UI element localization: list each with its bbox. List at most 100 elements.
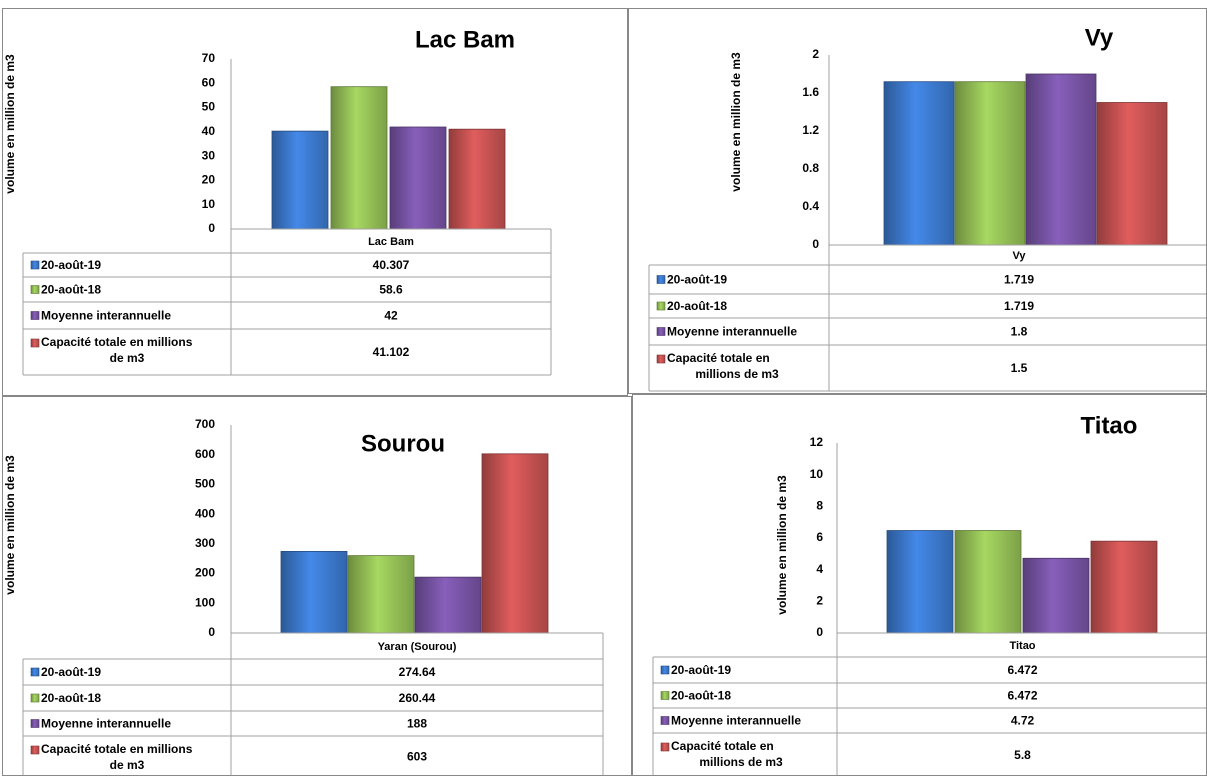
legend-purple-icon	[660, 716, 670, 725]
y-tick-label: 700	[195, 417, 215, 431]
y-tick-label: 40	[202, 124, 216, 138]
y-tick-label: 600	[195, 447, 215, 461]
y-axis-label: volume en million de m3	[3, 54, 17, 194]
bar	[1025, 73, 1097, 246]
legend-series-name: Capacité totale en millions de m3	[667, 351, 779, 381]
bar	[954, 530, 1022, 634]
legend-purple-icon	[656, 327, 666, 336]
data-label: 274.64	[399, 665, 436, 679]
data-label: 1.8	[1011, 325, 1028, 339]
data-label: 40.307	[373, 258, 410, 272]
legend-series-name: Moyenne interannuelle	[671, 714, 801, 728]
legend-series-name: Capacité totale en millions de m3	[41, 742, 193, 772]
chart-title: Titao	[1081, 412, 1138, 439]
chart-svg: Titao volume en million de m3 0 2 4 6 8 10 12 Tit…	[652, 412, 1206, 775]
y-axis-label: volume en million de m3	[729, 52, 743, 192]
legend-blue-icon	[660, 665, 670, 675]
legend-red-icon	[656, 354, 666, 364]
bar	[1022, 557, 1090, 634]
bar	[414, 576, 482, 634]
y-tick-label: 1.6	[802, 85, 819, 99]
data-label: 6.472	[1007, 663, 1037, 677]
bar	[954, 81, 1026, 246]
legend-series-name: 20-août-18	[41, 283, 101, 297]
y-tick-label: 10	[202, 197, 216, 211]
x-category-label: Yaran (Sourou)	[378, 641, 457, 653]
bar	[1096, 102, 1168, 246]
y-tick-label: 8	[816, 499, 823, 513]
chart-title: Lac Bam	[415, 26, 515, 53]
bar	[330, 86, 388, 230]
y-tick-label: 100	[195, 595, 215, 609]
legend-purple-icon	[30, 311, 40, 320]
legend-series-name: Capacité totale en millions de m3	[671, 739, 783, 769]
legend-green-icon	[30, 693, 40, 703]
legend-series-name: 20-août-19	[41, 258, 101, 272]
chart-title: Vy	[1085, 24, 1114, 51]
y-tick-label: 0	[816, 625, 823, 639]
y-tick-label: 12	[810, 435, 824, 449]
legend-red-icon	[660, 742, 670, 752]
data-label: 4.72	[1011, 714, 1035, 728]
y-axis-label: volume en million de m3	[3, 455, 17, 595]
data-label: 1.5	[1011, 361, 1028, 375]
legend-series-name: Moyenne interannuelle	[41, 309, 171, 323]
y-tick-label: 400	[195, 506, 215, 520]
y-tick-label: 0	[208, 221, 215, 235]
x-category-label: Vy	[1012, 250, 1026, 262]
chart-title: Sourou	[361, 430, 445, 457]
chart-panel-titao: Titao volume en million de m3 0 2 4 6 8 10 12 Tit…	[632, 394, 1207, 776]
legend-green-icon	[30, 285, 40, 294]
data-label: 41.102	[373, 345, 410, 359]
y-tick-label: 50	[202, 100, 216, 114]
y-tick-label: 0	[208, 625, 215, 639]
y-tick-label: 0.8	[802, 161, 819, 175]
data-label: 260.44	[399, 691, 436, 705]
y-tick-label: 60	[202, 75, 216, 89]
y-tick-label: 4	[816, 562, 823, 576]
data-label: 42	[384, 309, 398, 323]
chart-svg: Sourou volume en million de m3 0 100 200 300 4…	[3, 417, 604, 775]
y-tick-label: 200	[195, 566, 215, 580]
bar	[347, 555, 415, 634]
bar	[280, 550, 348, 634]
data-label: 5.8	[1014, 748, 1031, 762]
chart-panel-sourou: Sourou volume en million de m3 0 100 200 300 4…	[2, 396, 632, 776]
data-label: 58.6	[379, 283, 403, 297]
legend-series-name: 20-août-18	[667, 299, 727, 313]
data-label: 6.472	[1007, 689, 1037, 703]
bar	[481, 453, 549, 634]
bar	[883, 81, 955, 246]
bar	[448, 128, 506, 230]
y-tick-label: 6	[816, 530, 823, 544]
data-label: 1.719	[1004, 299, 1034, 313]
legend-green-icon	[660, 691, 670, 700]
chart-panel-vy: Vy volume en million de m3 0 0.4 0.8 1.2 1.6 2 V…	[628, 8, 1207, 394]
y-tick-label: 0.4	[802, 199, 819, 213]
data-label: 603	[407, 750, 427, 764]
y-tick-label: 2	[816, 594, 823, 608]
x-category-label: Lac Bam	[368, 236, 414, 248]
legend-blue-icon	[30, 667, 40, 677]
bar	[389, 126, 447, 230]
bar	[271, 130, 329, 230]
x-category-label: Titao	[1009, 640, 1035, 652]
y-tick-label: 300	[195, 536, 215, 550]
legend-series-name: 20-août-19	[671, 663, 731, 677]
chart-svg: Vy volume en million de m3 0 0.4 0.8 1.2 1.6 2 V…	[648, 24, 1206, 392]
legend-series-name: 20-août-18	[41, 691, 101, 705]
legend-series-name: 20-août-18	[671, 689, 731, 703]
legend-series-name: Capacité totale en millions de m3	[41, 335, 193, 365]
legend-red-icon	[30, 745, 40, 755]
legend-series-name: Moyenne interannuelle	[41, 717, 171, 731]
legend-green-icon	[656, 301, 666, 311]
y-axis-label: volume en million de m3	[775, 475, 789, 615]
data-label: 1.719	[1004, 273, 1034, 287]
data-label: 188	[407, 717, 427, 731]
chart-panel-lac-bam: Lac Bam volume en million de m3 0 10 20 30 40 5…	[2, 8, 628, 396]
legend-series-name: 20-août-19	[667, 273, 727, 287]
bar	[886, 530, 954, 634]
y-tick-label: 1.2	[802, 123, 819, 137]
y-tick-label: 10	[810, 467, 824, 481]
chart-svg: Lac Bam volume en million de m3 0 10 20 30 40 5…	[3, 26, 552, 376]
